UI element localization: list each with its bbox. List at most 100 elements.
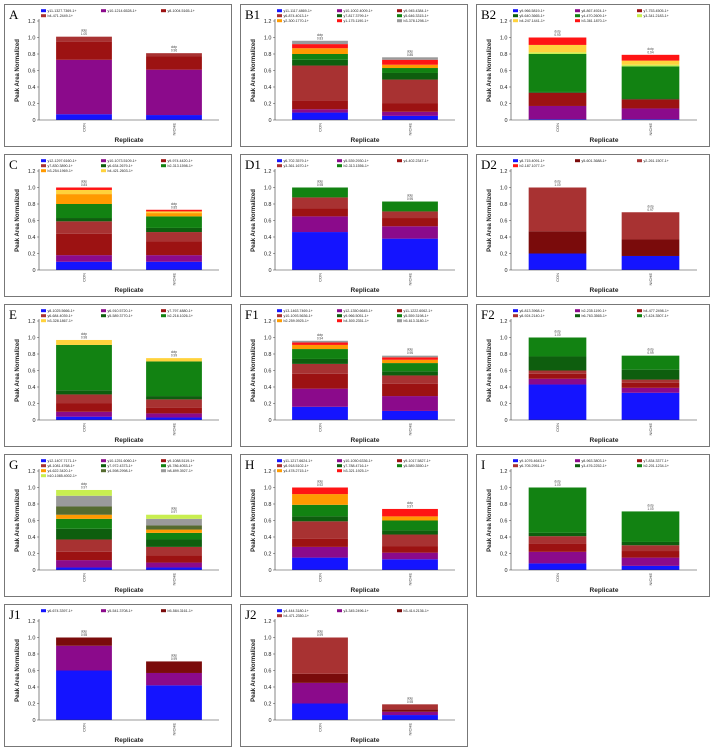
- y-tick-label: 0.8: [264, 652, 272, 658]
- legend-entry: y8-918.5102-1+: [284, 464, 309, 468]
- legend-swatch: [41, 159, 46, 163]
- bar-segment: [146, 361, 202, 397]
- y-tick-label: 0.2: [264, 252, 272, 258]
- bar-segment: [621, 545, 680, 552]
- chart-panel-f2: F2 y6-813.3968-1+ b2-235.1190-1+ b4-477.249…: [476, 304, 710, 447]
- y-tick-label: 0.6: [264, 369, 272, 375]
- legend-swatch: [337, 9, 342, 13]
- legend-swatch: [41, 609, 46, 613]
- legend-entry: y9-1017.5827-1+: [404, 459, 431, 463]
- legend-entry: b4-500.2351-1+: [344, 319, 369, 323]
- bar-segment: [292, 494, 348, 505]
- bar-segment: [292, 388, 348, 407]
- bar-segment: [528, 92, 587, 106]
- y-tick-label: 1.2: [264, 319, 272, 325]
- bar-segment: [292, 349, 348, 359]
- legend-entry: y5-589.3770-1+: [108, 314, 133, 318]
- panel-label: H: [245, 457, 255, 472]
- dotp-label: dotp: [317, 180, 323, 184]
- bar-segment: [382, 508, 438, 517]
- y-tick-label: 0.4: [28, 235, 36, 241]
- x-category-label: NICHE: [172, 573, 177, 586]
- legend-entry: b2-259.0925-1+: [284, 319, 309, 323]
- bar-segment: [528, 378, 587, 385]
- legend-entry: y11-1327.7369-1+: [48, 9, 77, 13]
- legend-swatch: [513, 14, 518, 18]
- legend-entry: y2-300.1770-1+: [284, 19, 309, 23]
- y-tick-label: 1.2: [28, 469, 36, 475]
- bar-segment: [56, 36, 112, 42]
- dotp-label: dotp: [407, 194, 413, 198]
- bar-segment: [146, 529, 202, 533]
- y-tick-label: 0.2: [500, 402, 508, 408]
- panel-label: D1: [245, 157, 261, 172]
- bar-segment: [382, 371, 438, 376]
- legend-swatch: [101, 169, 106, 173]
- dotp-value: 0.97: [171, 510, 177, 514]
- x-axis-title: Replicate: [351, 587, 380, 594]
- y-tick-label: 1.2: [28, 619, 36, 625]
- legend-swatch: [337, 469, 342, 473]
- bar-segment: [56, 489, 112, 496]
- bar-segment: [292, 208, 348, 217]
- legend-entry: y4-444.3180-1+: [284, 609, 309, 613]
- dotp-label: dotp: [81, 630, 87, 634]
- bar-segment: [146, 685, 202, 720]
- bar-segment: [621, 66, 680, 99]
- y-tick-label: 0.8: [264, 502, 272, 508]
- chart-svg: y9-966.5819-1+ y8-867.4924-1+ y7-753.4505-…: [487, 9, 697, 144]
- y-tick-label: 0.8: [500, 202, 508, 208]
- dotp-value: 0.97: [647, 208, 653, 212]
- dotp-value: 0.99: [317, 633, 323, 637]
- legend-entry: y8-963.3803-1+: [582, 459, 607, 463]
- legend-swatch: [41, 9, 46, 13]
- dotp-value: 0.84: [81, 183, 87, 187]
- y-tick-label: 0: [504, 118, 507, 124]
- x-category-label: NICHE: [408, 273, 413, 286]
- bar-segment: [56, 551, 112, 561]
- bar-segment: [621, 255, 680, 270]
- bar-segment: [292, 340, 348, 343]
- legend-entry: y6-634.2679-1+: [108, 164, 133, 168]
- bar-segment: [528, 44, 587, 53]
- y-tick-label: 0.4: [500, 385, 508, 391]
- y-tick-label: 1.0: [28, 636, 36, 642]
- bar-segment: [56, 187, 112, 190]
- dotp-label: dotp: [81, 180, 87, 184]
- chart-svg: y6-702.3579-1+ y5-539.2930-1+ y4-402.2347-…: [251, 159, 455, 294]
- dotp-value: 0.90: [554, 33, 560, 37]
- y-tick-label: 0: [504, 268, 507, 274]
- dotp-value: 1.00: [554, 183, 560, 187]
- y-tick-label: 0.2: [264, 402, 272, 408]
- legend-swatch: [277, 469, 282, 473]
- x-category-label: CON: [82, 723, 87, 732]
- legend-swatch: [41, 314, 46, 318]
- legend-entry: y9-1076.4643-1+: [520, 459, 547, 463]
- bar-segment: [292, 216, 348, 233]
- y-tick-label: 0: [268, 418, 271, 424]
- y-tick-label: 0.8: [500, 52, 508, 58]
- bar-segment: [146, 567, 202, 570]
- dotp-label: dotp: [407, 348, 413, 352]
- y-tick-label: 1.0: [500, 486, 508, 492]
- y-tick-label: 0.2: [28, 702, 36, 708]
- legend-entry: y6-674.3397-1+: [48, 609, 73, 613]
- y-tick-label: 0.4: [28, 685, 36, 691]
- y-tick-label: 0.4: [264, 535, 272, 541]
- bar-segment: [382, 552, 438, 560]
- bar-segment: [292, 44, 348, 49]
- legend-entry: y12-1297.6160-1+: [48, 159, 77, 163]
- y-tick-label: 1.0: [264, 636, 272, 642]
- y-tick-label: 0: [32, 568, 35, 574]
- legend-swatch: [575, 459, 580, 463]
- legend-swatch: [101, 159, 106, 163]
- bar-segment: [146, 525, 202, 530]
- legend-swatch: [161, 609, 166, 613]
- panel-label: B2: [481, 7, 497, 22]
- legend-entry: y6-910.5720-1+: [108, 309, 133, 313]
- bar-segment: [56, 390, 112, 395]
- legend-entry: y6-874.4013-1+: [284, 14, 309, 18]
- bar-segment: [382, 715, 438, 720]
- legend-swatch: [337, 159, 342, 163]
